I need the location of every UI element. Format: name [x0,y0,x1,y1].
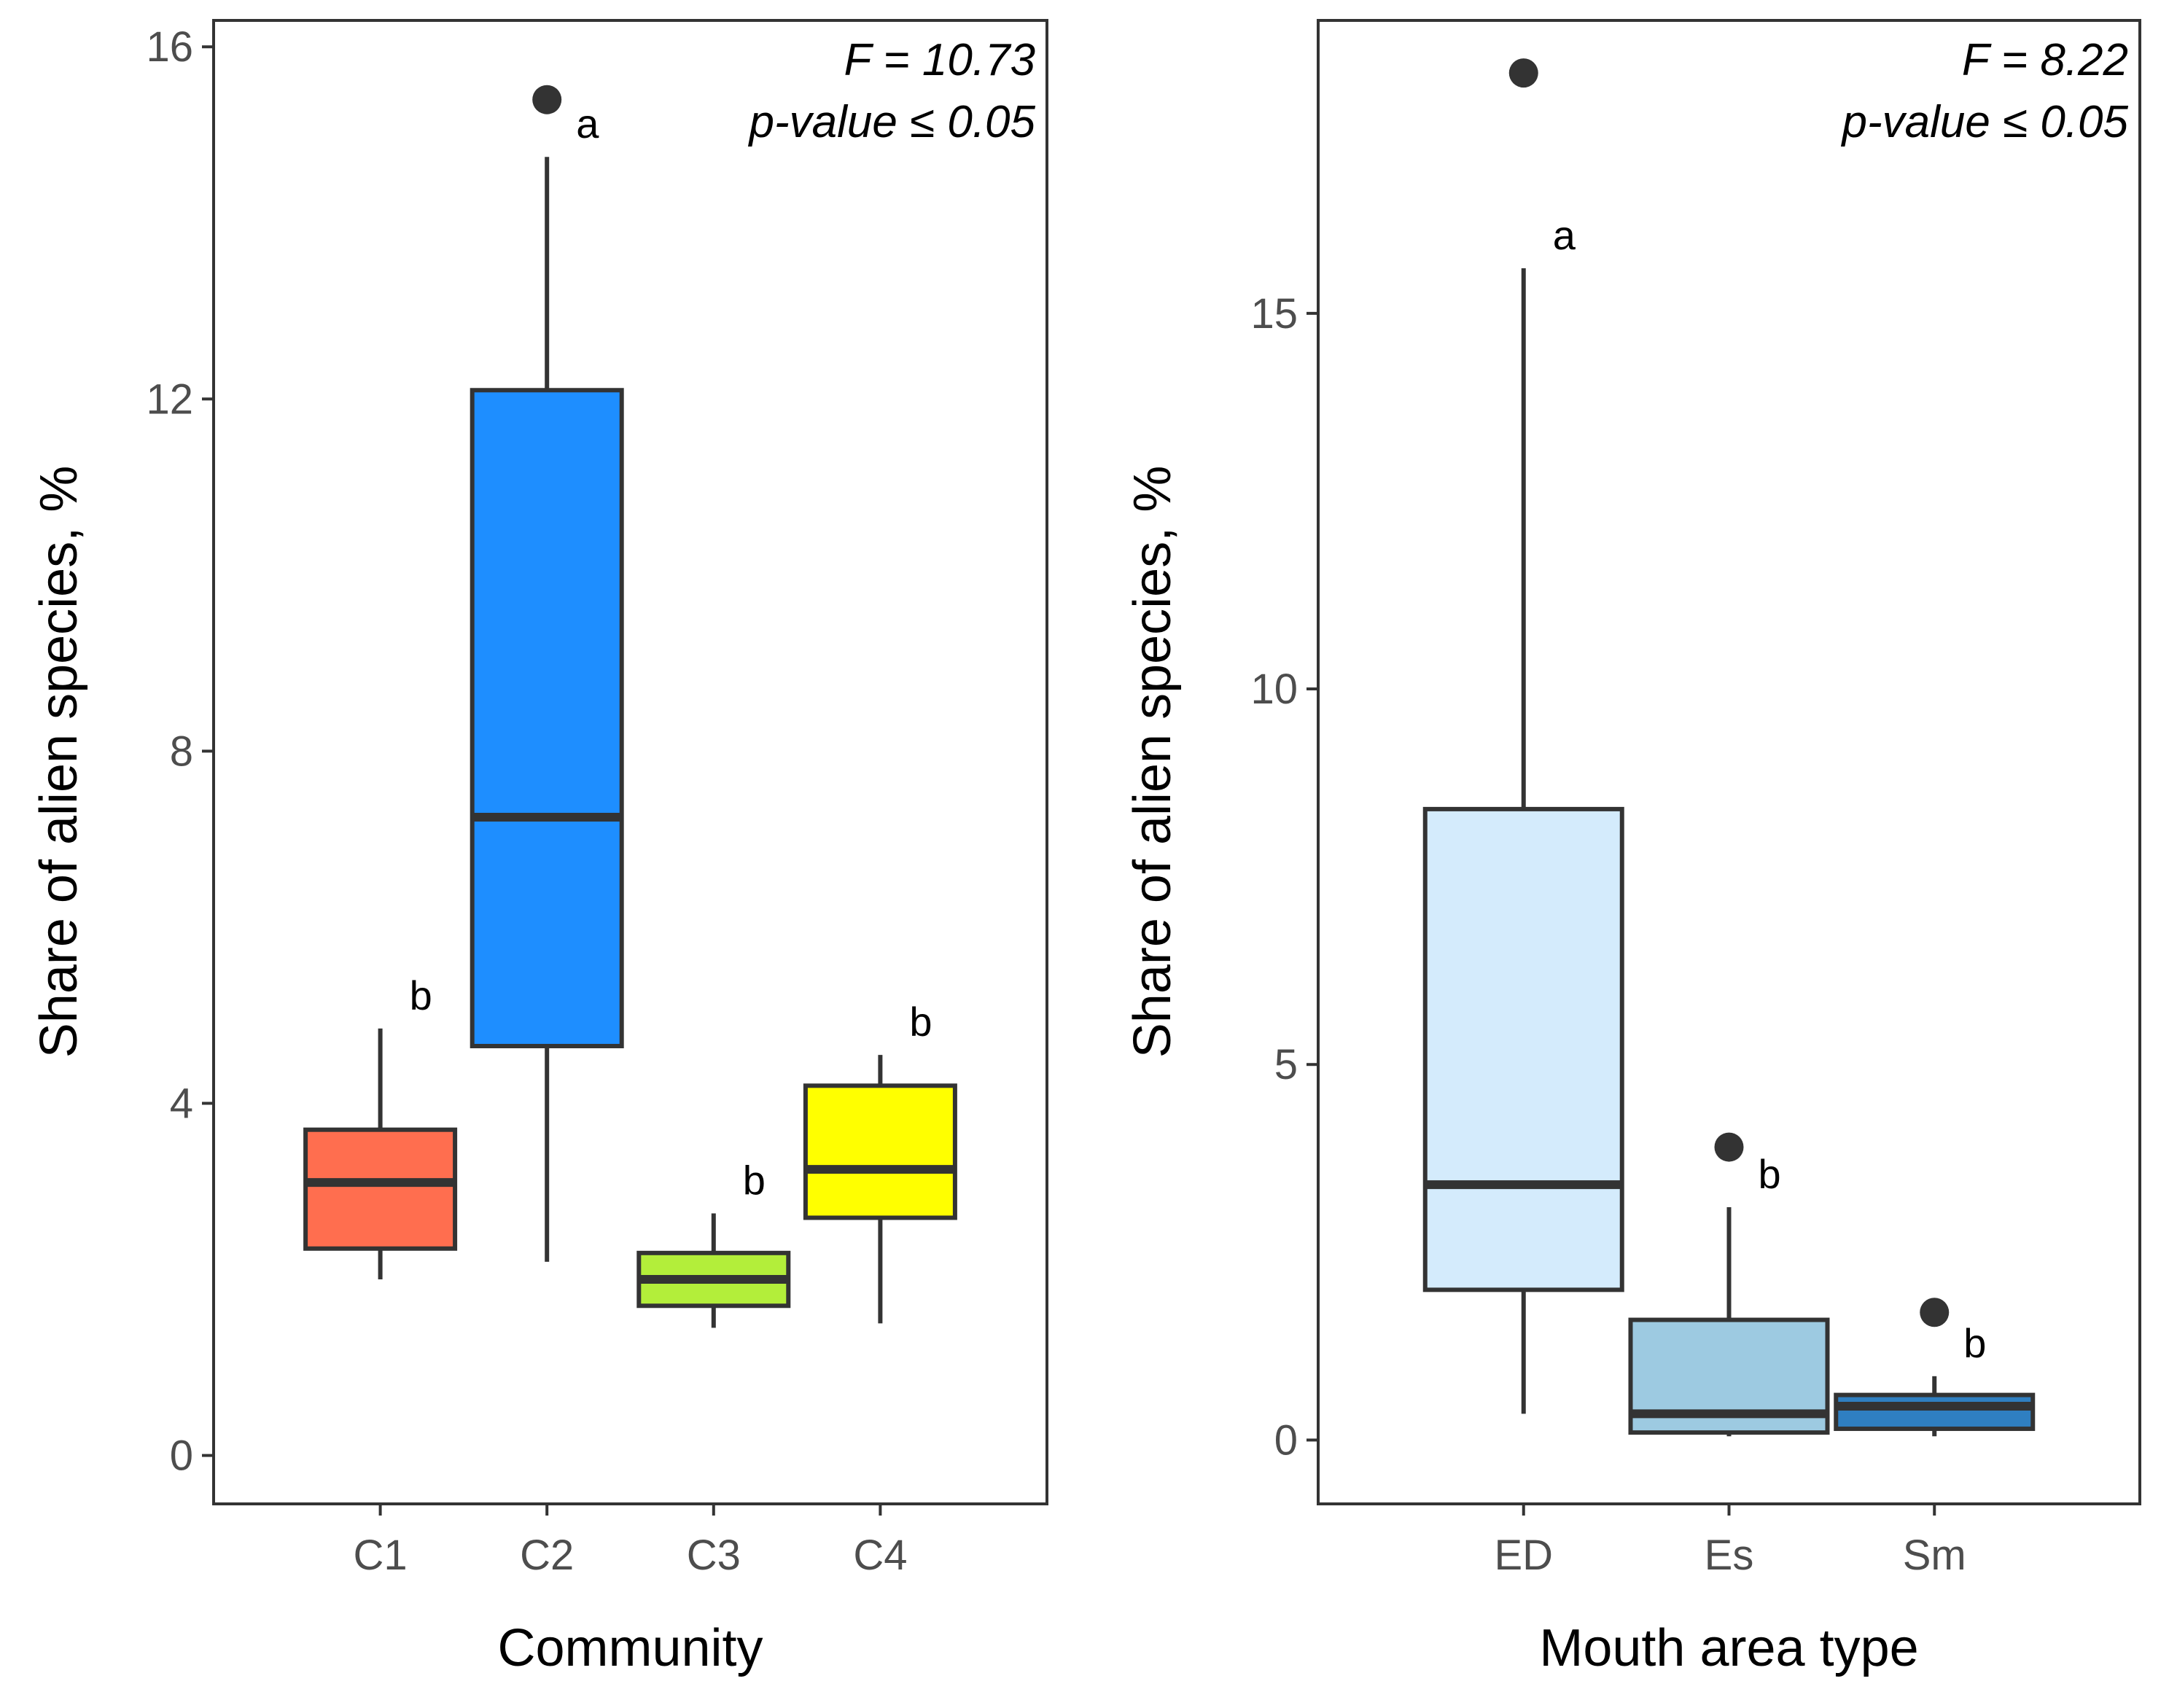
left-panel-community: 0 4 8 12 16 C1 C2 C3 C4 b a b b F = 10.73 p-value ≤ 0.… [30,19,1048,1677]
x-axis-title: Mouth area type [1539,1619,1918,1677]
y-tick-label: 8 [170,728,193,775]
box-c3: b [636,1157,791,1328]
box-es: b [1628,1132,1830,1437]
group-letter: a [576,101,599,147]
y-tick-label: 4 [170,1080,193,1127]
x-tick-label: C1 [354,1532,408,1579]
group-letter: b [743,1157,766,1203]
box-c4: b [803,999,957,1324]
y-tick-label: 12 [146,375,193,423]
box-body [1834,1392,2036,1431]
f-statistic-label: F = 8.22 [1962,35,2128,85]
box-body [470,388,624,1048]
f-statistic-label: F = 10.73 [844,35,1035,85]
group-letter: b [410,972,432,1018]
box-c1: b [303,972,458,1280]
box-body [803,1083,957,1220]
p-value-label: p-value ≤ 0.05 [748,97,1036,147]
group-letter: b [1759,1151,1781,1197]
x-tick-label: C2 [520,1532,574,1579]
box-ed: a [1422,58,1624,1414]
y-axis-title: Share of alien species, % [1124,466,1182,1058]
box-body [1422,806,1624,1292]
right-panel-mouth-area-type: 0 5 10 15 ED Es Sm a b b F = 8.22 p-value ≤ 0.05 Mou… [1124,19,2141,1677]
group-letter: b [1963,1320,1986,1366]
group-letter: b [909,999,932,1045]
y-tick-label: 16 [146,23,193,71]
box-sm: b [1834,1298,2036,1437]
plot-frame [212,19,1048,1505]
y-tick-label: 15 [1250,290,1298,338]
outlier-point [1714,1132,1744,1162]
y-tick-label: 10 [1250,666,1298,713]
x-tick-label: Sm [1903,1532,1966,1579]
box-body [303,1127,458,1251]
y-tick-label: 0 [170,1432,193,1480]
x-axis-title: Community [497,1619,763,1677]
group-letter: a [1553,212,1576,258]
x-tick-label: Es [1705,1532,1754,1579]
y-tick-label: 0 [1274,1416,1298,1464]
y-axis-title: Share of alien species, % [30,466,88,1058]
outlier-point [532,85,562,114]
x-tick-label: C4 [853,1532,907,1579]
x-tick-label: C3 [687,1532,741,1579]
x-tick-label: ED [1494,1532,1553,1579]
box-c2: a [470,85,624,1262]
outlier-point [1508,58,1538,88]
y-tick-label: 5 [1274,1041,1298,1088]
outlier-point [1920,1298,1950,1327]
p-value-label: p-value ≤ 0.05 [1841,97,2129,147]
